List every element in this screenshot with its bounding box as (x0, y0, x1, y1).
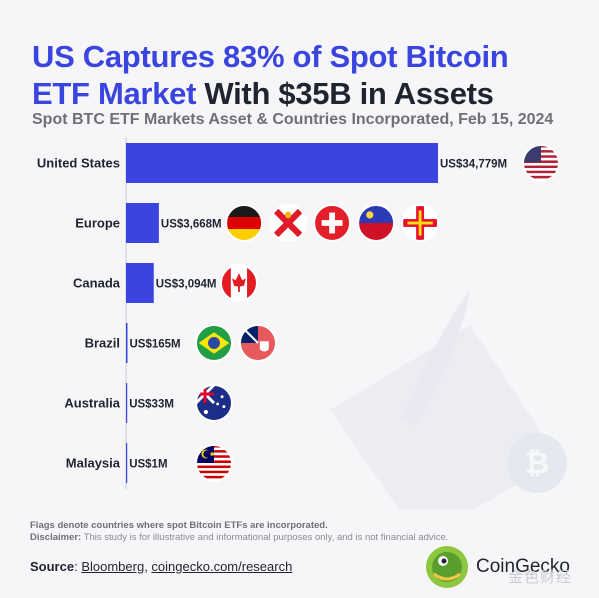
flags-note: Flags denote countries where spot Bitcoi… (30, 520, 328, 531)
jersey-flag-icon (269, 204, 308, 242)
switzerland-flag-icon (313, 204, 352, 242)
bar-europe (126, 203, 159, 243)
category-label: Europe (75, 216, 120, 231)
guernsey-flag-icon (401, 204, 440, 242)
chart-subtitle: Spot BTC ETF Markets Asset & Countries I… (32, 111, 554, 128)
bar-malaysia (126, 443, 128, 483)
labels-layer: United States US$34,779M Europe US$3,668M Ca… (37, 156, 507, 471)
disclaimer: Disclaimer: This study is for illustrati… (30, 532, 448, 543)
title-highlight-2: ETF Market (32, 76, 197, 111)
value-label: US$34,779M (440, 159, 507, 171)
logo-text: CoinGecko (476, 556, 570, 577)
bermuda-flag-icon (239, 324, 277, 362)
brazil-flag-icon (195, 324, 233, 362)
category-label: United States (37, 156, 120, 171)
bars-layer (125, 138, 438, 489)
svg-text:₿: ₿ (525, 447, 549, 480)
germany-flag-icon (225, 204, 264, 242)
value-label: US$3,094M (156, 279, 217, 291)
category-label: Brazil (85, 336, 120, 351)
bar-australia (126, 383, 128, 423)
value-label: US$33M (129, 399, 174, 411)
title-highlight-1: US Captures 83% of Spot Bitcoin (32, 39, 509, 74)
bitcoin-watermark-icon: ₿ (525, 447, 549, 480)
canada-flag-icon (219, 264, 258, 302)
bar-canada (126, 263, 154, 303)
value-label: US$165M (129, 339, 180, 351)
category-label: Malaysia (66, 456, 121, 471)
category-label: Australia (64, 396, 120, 411)
source-link-bloomberg[interactable]: Bloomberg (81, 559, 145, 574)
gecko-icon (426, 546, 468, 588)
source-line: Source: Bloomberg, coingecko.com/researc… (30, 559, 293, 574)
flags-layer (195, 144, 560, 482)
chart-title: US Captures 83% of Spot Bitcoin ETF Mark… (32, 38, 592, 112)
bar-united-states (126, 143, 438, 183)
us-flag-icon (522, 144, 560, 182)
watermark: 金色财经 (508, 569, 573, 586)
source-label: Source (30, 559, 75, 574)
malaysia-flag-icon (195, 444, 233, 482)
bar-brazil (126, 323, 128, 363)
source-link-coingecko[interactable]: coingecko.com/research (151, 559, 293, 574)
disclaimer-text: This study is for illustrative and infor… (81, 532, 449, 543)
value-label: US$1M (129, 459, 167, 471)
title-rest: With $35B in Assets (196, 76, 494, 111)
liechtenstein-flag-icon (357, 204, 396, 242)
bar-chart: ₿ United States US$34,779M Europe US$3,668M… (37, 138, 567, 510)
value-label: US$3,668M (161, 219, 222, 231)
australia-flag-icon (195, 384, 233, 422)
disclaimer-label: Disclaimer: (30, 532, 82, 543)
coingecko-logo: CoinGecko (424, 544, 594, 590)
scroll-illustration (330, 290, 567, 510)
category-label: Canada (73, 276, 121, 291)
